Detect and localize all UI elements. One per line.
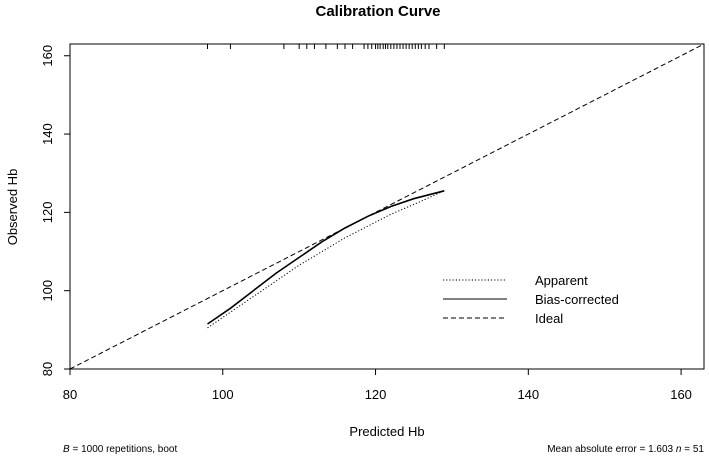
footnote-right-italic: n	[676, 444, 682, 455]
series-apparent-line	[207, 190, 445, 329]
y-tick-label: 120	[40, 202, 55, 224]
y-axis: 80 100 120 140 160	[40, 45, 70, 376]
y-tick-label: 100	[40, 280, 55, 302]
y-axis-label: Observed Hb	[5, 169, 20, 246]
y-tick-label: 140	[40, 123, 55, 145]
y-tick-label: 160	[40, 45, 55, 67]
x-tick-label: 80	[63, 387, 77, 402]
legend-ideal-label: Ideal	[535, 311, 563, 326]
chart-title: Calibration Curve	[315, 3, 440, 20]
x-axis: 80 100 120 140 160	[63, 369, 692, 402]
rug-marks	[206, 44, 445, 49]
legend: Apparent Bias-corrected Ideal	[443, 273, 619, 326]
x-axis-label: Predicted Hb	[349, 424, 424, 439]
footnote-left-italic: B	[63, 444, 70, 455]
footnote-right: Mean absolute error = 1.603 n = 51	[547, 444, 704, 455]
x-tick-label: 140	[517, 387, 539, 402]
footnote-right-text: Mean absolute error = 1.603	[547, 444, 676, 455]
legend-apparent-label: Apparent	[535, 273, 588, 288]
x-tick-label: 160	[670, 387, 692, 402]
x-tick-label: 120	[365, 387, 387, 402]
legend-bias-corrected-label: Bias-corrected	[535, 292, 619, 307]
x-tick-label: 100	[212, 387, 234, 402]
y-tick-label: 80	[40, 362, 55, 376]
series-ideal-line	[69, 43, 705, 370]
footnote-right-tail: = 51	[681, 444, 704, 455]
plot-frame	[69, 43, 705, 370]
footnote-left-text: = 1000 repetitions, boot	[70, 444, 178, 455]
footnote-left: B = 1000 repetitions, boot	[63, 444, 177, 455]
series-lines	[69, 43, 705, 370]
series-bias-corrected-line	[207, 190, 445, 325]
